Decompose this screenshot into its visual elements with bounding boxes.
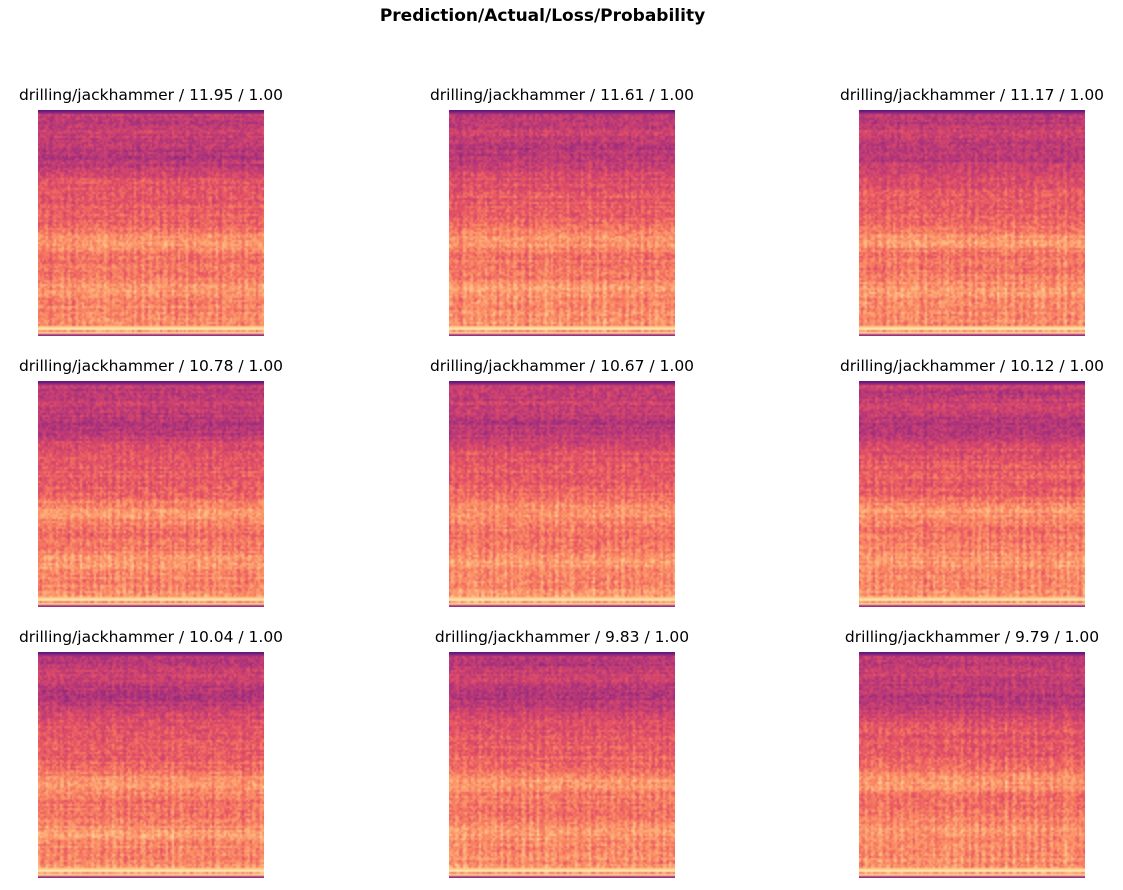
spectrogram-panel [859, 381, 1085, 607]
spectrogram-image [38, 381, 264, 607]
panel-title: drilling/jackhammer / 10.04 / 1.00 [18, 628, 284, 646]
spectrogram-panel [449, 110, 675, 336]
panel-title: drilling/jackhammer / 10.12 / 1.00 [839, 357, 1105, 375]
spectrogram-panel [449, 652, 675, 878]
spectrogram-panel [859, 110, 1085, 336]
panel-title: drilling/jackhammer / 10.67 / 1.00 [429, 357, 695, 375]
panel-title: drilling/jackhammer / 10.78 / 1.00 [18, 357, 284, 375]
spectrogram-panel [38, 110, 264, 336]
spectrogram-panel [38, 652, 264, 878]
panel-title: drilling/jackhammer / 9.83 / 1.00 [434, 628, 690, 646]
spectrogram-panel [38, 381, 264, 607]
spectrogram-image [449, 381, 675, 607]
spectrogram-image [449, 110, 675, 336]
spectrogram-panel [859, 652, 1085, 878]
spectrogram-image [449, 652, 675, 878]
spectrogram-panel [449, 381, 675, 607]
panel-title: drilling/jackhammer / 11.95 / 1.00 [18, 86, 284, 104]
panel-title: drilling/jackhammer / 11.61 / 1.00 [429, 86, 695, 104]
spectrogram-image [38, 110, 264, 336]
panel-title: drilling/jackhammer / 9.79 / 1.00 [844, 628, 1100, 646]
spectrogram-image [859, 110, 1085, 336]
spectrogram-image [859, 381, 1085, 607]
panel-title: drilling/jackhammer / 11.17 / 1.00 [839, 86, 1105, 104]
spectrogram-image [859, 652, 1085, 878]
spectrogram-image [38, 652, 264, 878]
figure-title: Prediction/Actual/Loss/Probability [379, 6, 706, 26]
